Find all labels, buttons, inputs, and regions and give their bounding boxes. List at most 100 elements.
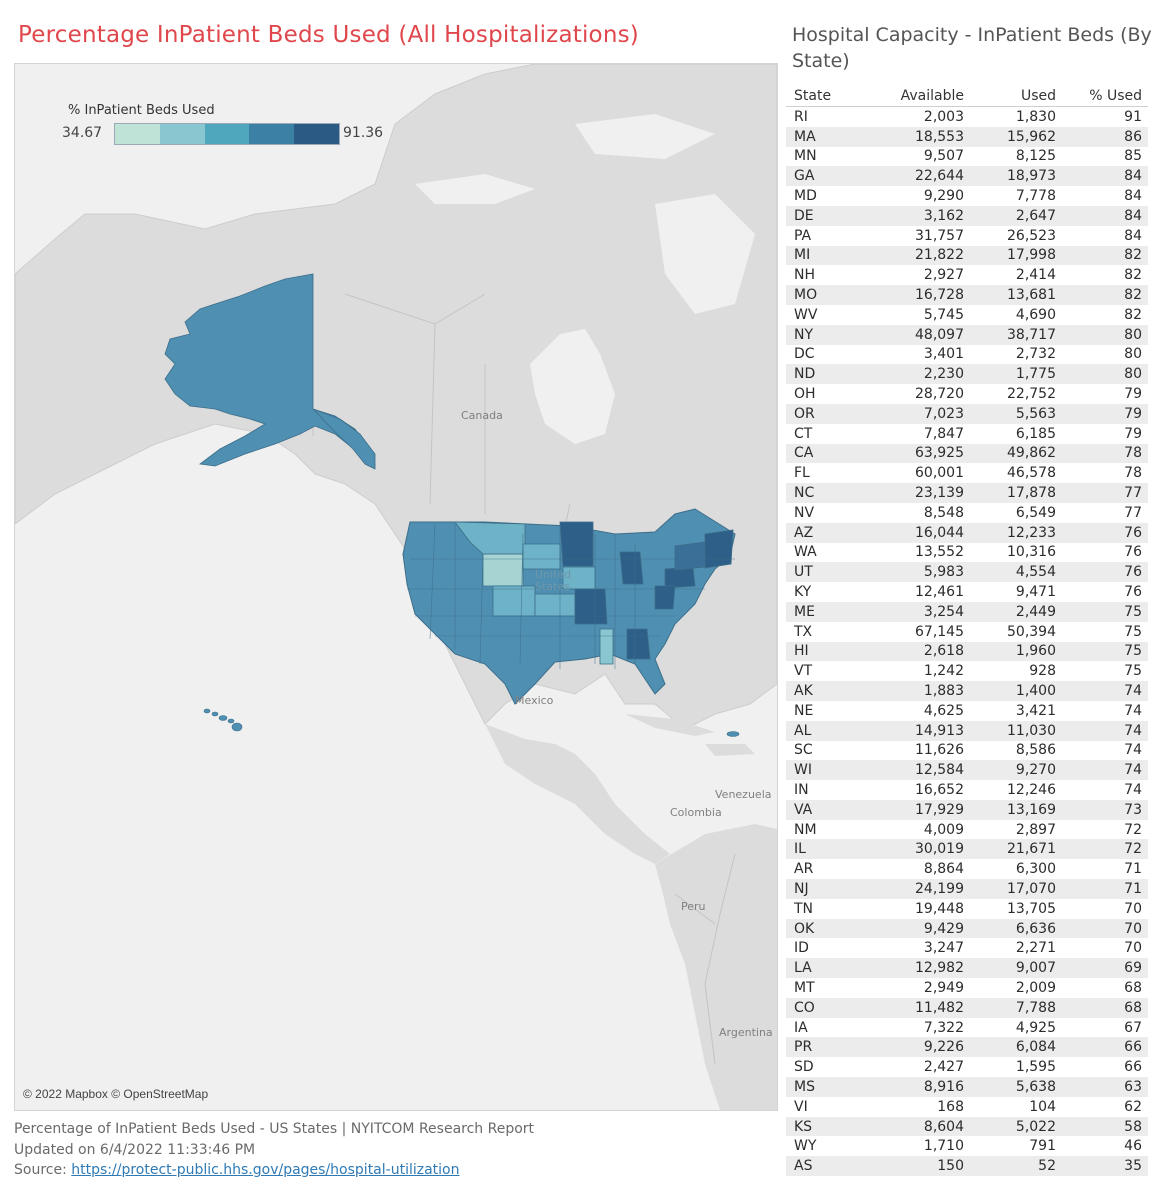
table-row[interactable]: WV 5,745 4,690 82	[786, 305, 1148, 325]
cell-pct-used: 73	[1124, 801, 1142, 818]
source-link[interactable]: https://protect-public.hhs.gov/pages/hos…	[71, 1162, 460, 1178]
cell-used: 6,300	[1015, 861, 1056, 878]
legend-swatch	[204, 124, 250, 144]
state-pennsylvania[interactable]	[664, 566, 696, 589]
table-row[interactable]: ID 3,247 2,271 70	[786, 938, 1148, 958]
table-row[interactable]: NC 23,139 17,878 77	[786, 483, 1148, 503]
column-header-available[interactable]: Available	[900, 88, 964, 104]
table-row[interactable]: IN 16,652 12,246 74	[786, 780, 1148, 800]
state-colorado[interactable]	[492, 585, 536, 617]
cell-pct-used: 68	[1124, 979, 1142, 996]
table-row[interactable]: MS 8,916 5,638 63	[786, 1077, 1148, 1097]
map-title: Percentage InPatient Beds Used (All Hosp…	[18, 22, 639, 48]
state-south-dakota[interactable]	[522, 543, 561, 570]
table-row[interactable]: SD 2,427 1,595 66	[786, 1057, 1148, 1077]
cell-state: CA	[794, 445, 814, 462]
cell-pct-used: 58	[1124, 1118, 1142, 1135]
table-row[interactable]: PA 31,757 26,523 84	[786, 226, 1148, 246]
table-row[interactable]: DC 3,401 2,732 80	[786, 345, 1148, 365]
state-new-york[interactable]	[674, 541, 706, 571]
table-row[interactable]: CO 11,482 7,788 68	[786, 997, 1148, 1018]
table-row[interactable]: SC 11,626 8,586 74	[786, 741, 1148, 761]
table-row[interactable]: LA 12,982 9,007 69	[786, 958, 1148, 979]
cell-used: 2,732	[1015, 346, 1056, 363]
cell-pct-used: 62	[1124, 1098, 1142, 1115]
cell-pct-used: 69	[1124, 960, 1142, 977]
table-row[interactable]: FL 60,001 46,578 78	[786, 463, 1148, 483]
table-row[interactable]: OK 9,429 6,636 70	[786, 918, 1148, 939]
table-row[interactable]: MO 16,728 13,681 82	[786, 285, 1148, 305]
cell-used: 1,775	[1015, 366, 1056, 383]
table-row[interactable]: WI 12,584 9,270 74	[786, 760, 1148, 781]
table-row[interactable]: WY 1,710 791 46	[786, 1136, 1148, 1156]
table-row[interactable]: IL 30,019 21,671 72	[786, 839, 1148, 860]
table-row[interactable]: OR 7,023 5,563 79	[786, 403, 1148, 424]
table-row[interactable]: NM 4,009 2,897 72	[786, 820, 1148, 840]
map-attribution[interactable]: © 2022 Mapbox © OpenStreetMap	[23, 1087, 209, 1101]
cell-pct-used: 78	[1124, 465, 1142, 482]
table-row[interactable]: IA 7,322 4,925 67	[786, 1018, 1148, 1038]
table-row[interactable]: MD 9,290 7,778 84	[786, 186, 1148, 206]
state-kansas[interactable]	[534, 593, 576, 617]
table-row[interactable]: DE 3,162 2,647 84	[786, 205, 1148, 226]
table-row[interactable]: HI 2,618 1,960 75	[786, 641, 1148, 662]
table-row[interactable]: AR 8,864 6,300 71	[786, 859, 1148, 879]
state-montana[interactable]	[454, 521, 526, 555]
table-row[interactable]: NE 4,625 3,421 74	[786, 701, 1148, 721]
table-row[interactable]: PR 9,226 6,084 66	[786, 1037, 1148, 1058]
cell-pct-used: 79	[1124, 386, 1142, 403]
column-header-used[interactable]: Used	[1020, 88, 1056, 104]
state-minnesota[interactable]	[559, 521, 594, 567]
table-row[interactable]: VI 168 104 62	[786, 1097, 1148, 1117]
table-row[interactable]: CT 7,847 6,185 79	[786, 424, 1148, 444]
table-row[interactable]: NJ 24,199 17,070 71	[786, 879, 1148, 899]
table-row[interactable]: AL 14,913 11,030 74	[786, 720, 1148, 741]
table-row[interactable]: AS 150 52 35	[786, 1156, 1148, 1177]
state-alaska-panhandle[interactable]	[312, 408, 376, 470]
territory-puerto-rico[interactable]	[726, 731, 740, 737]
table-row[interactable]: MA 18,553 15,962 86	[786, 126, 1148, 147]
state-missouri[interactable]	[574, 588, 608, 625]
state-hawaii[interactable]	[203, 708, 243, 732]
table-row[interactable]: MT 2,949 2,009 68	[786, 978, 1148, 998]
cell-state: NJ	[794, 880, 809, 897]
cell-available: 5,983	[923, 564, 964, 581]
basemap[interactable]	[15, 64, 777, 1110]
table-row[interactable]: TX 67,145 50,394 75	[786, 622, 1148, 642]
table-row[interactable]: KS 8,604 5,022 58	[786, 1116, 1148, 1137]
table-row[interactable]: VT 1,242 928 75	[786, 661, 1148, 681]
table-row[interactable]: GA 22,644 18,973 84	[786, 166, 1148, 187]
table-row[interactable]: NH 2,927 2,414 82	[786, 265, 1148, 285]
table-row[interactable]: TN 19,448 13,705 70	[786, 899, 1148, 919]
cell-pct-used: 75	[1124, 623, 1142, 640]
table-row[interactable]: MI 21,822 17,998 82	[786, 245, 1148, 266]
table-row[interactable]: RI 2,003 1,830 91	[786, 107, 1148, 127]
cell-state: SD	[794, 1059, 814, 1076]
table-row[interactable]: ND 2,230 1,775 80	[786, 364, 1148, 385]
table-row[interactable]: MN 9,507 8,125 85	[786, 147, 1148, 167]
table-row[interactable]: ME 3,254 2,449 75	[786, 601, 1148, 622]
cell-available: 8,604	[923, 1118, 964, 1135]
cell-used: 22,752	[1007, 386, 1056, 403]
state-georgia[interactable]	[626, 628, 651, 660]
table-row[interactable]: AZ 16,044 12,233 76	[786, 522, 1148, 543]
map-view[interactable]: Canada United States Mexico Venezuela Co…	[14, 63, 778, 1111]
column-header-state[interactable]: State	[794, 88, 832, 104]
table-row[interactable]: VA 17,929 13,169 73	[786, 799, 1148, 820]
cell-available: 8,916	[923, 1078, 964, 1095]
state-michigan[interactable]	[619, 551, 644, 585]
table-row[interactable]: NV 8,548 6,549 77	[786, 503, 1148, 523]
state-west-virginia[interactable]	[654, 585, 676, 610]
table-row[interactable]: NY 48,097 38,717 80	[786, 324, 1148, 345]
column-header-pct-used[interactable]: % Used	[1089, 88, 1142, 104]
table-row[interactable]: AK 1,883 1,400 74	[786, 681, 1148, 701]
cell-available: 67,145	[915, 623, 964, 640]
state-new-england[interactable]	[704, 529, 734, 569]
table-row[interactable]: CA 63,925 49,862 78	[786, 443, 1148, 464]
cell-available: 48,097	[915, 326, 964, 343]
table-row[interactable]: UT 5,983 4,554 76	[786, 562, 1148, 583]
table-row[interactable]: WA 13,552 10,316 76	[786, 543, 1148, 563]
state-mississippi[interactable]	[599, 628, 614, 665]
table-row[interactable]: KY 12,461 9,471 76	[786, 582, 1148, 602]
table-row[interactable]: OH 28,720 22,752 79	[786, 384, 1148, 404]
